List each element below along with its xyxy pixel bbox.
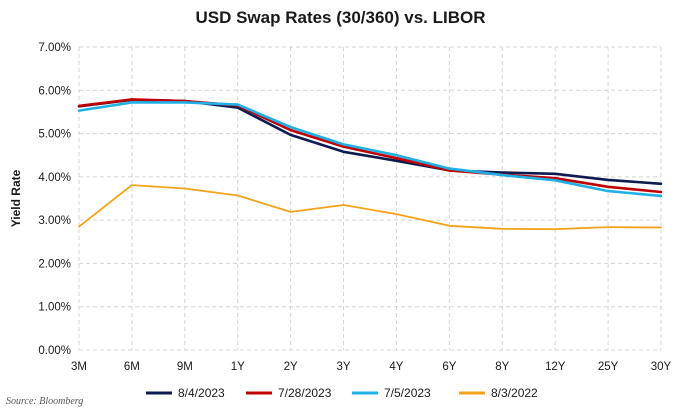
legend-label-2: 7/28/2023 <box>278 386 332 400</box>
x-tick-label: 1Y <box>231 361 245 373</box>
y-tick-label: 2.00% <box>38 258 71 270</box>
y-tick-label: 4.00% <box>38 172 71 184</box>
y-tick-label: 6.00% <box>38 85 71 97</box>
x-tick-label: 3M <box>71 361 87 373</box>
series-line-3 <box>77 101 663 198</box>
series-line-4 <box>78 184 662 231</box>
y-axis-title: Yield Rate <box>9 169 23 227</box>
x-tick-label: 8Y <box>495 361 509 373</box>
source-note: Source: Bloomberg <box>6 396 84 407</box>
series-layer <box>77 98 663 231</box>
grid-layer <box>78 46 662 351</box>
y-tick-label: 1.00% <box>38 302 71 314</box>
x-tick-label: 4Y <box>389 361 403 373</box>
y-tick-label: 5.00% <box>38 129 71 141</box>
legend-label-4: 8/3/2022 <box>491 386 538 400</box>
legend: 8/4/2023 7/28/2023 7/5/2023 8/3/2022 <box>146 386 538 400</box>
chart-title: USD Swap Rates (30/360) vs. LIBOR <box>195 8 486 27</box>
axis-layer: 0.00% 1.00% 2.00% 3.00% 4.00% 5.00% 6.00% 7.00%… <box>9 42 672 373</box>
legend-label-3: 7/5/2023 <box>384 386 431 400</box>
x-tick-label: 25Y <box>598 361 619 373</box>
legend-label-1: 8/4/2023 <box>178 386 225 400</box>
y-tick-label: 0.00% <box>38 345 71 357</box>
x-tick-label: 6M <box>124 361 140 373</box>
x-tick-label: 2Y <box>284 361 298 373</box>
y-tick-label: 3.00% <box>38 215 71 227</box>
x-tick-label: 9M <box>177 361 193 373</box>
x-tick-label: 6Y <box>442 361 456 373</box>
y-tick-label: 7.00% <box>38 42 71 54</box>
x-tick-label: 3Y <box>337 361 351 373</box>
x-tick-label: 30Y <box>651 361 672 373</box>
series-line-2 <box>77 98 663 194</box>
series-line-1 <box>77 98 663 186</box>
x-tick-label: 12Y <box>545 361 566 373</box>
